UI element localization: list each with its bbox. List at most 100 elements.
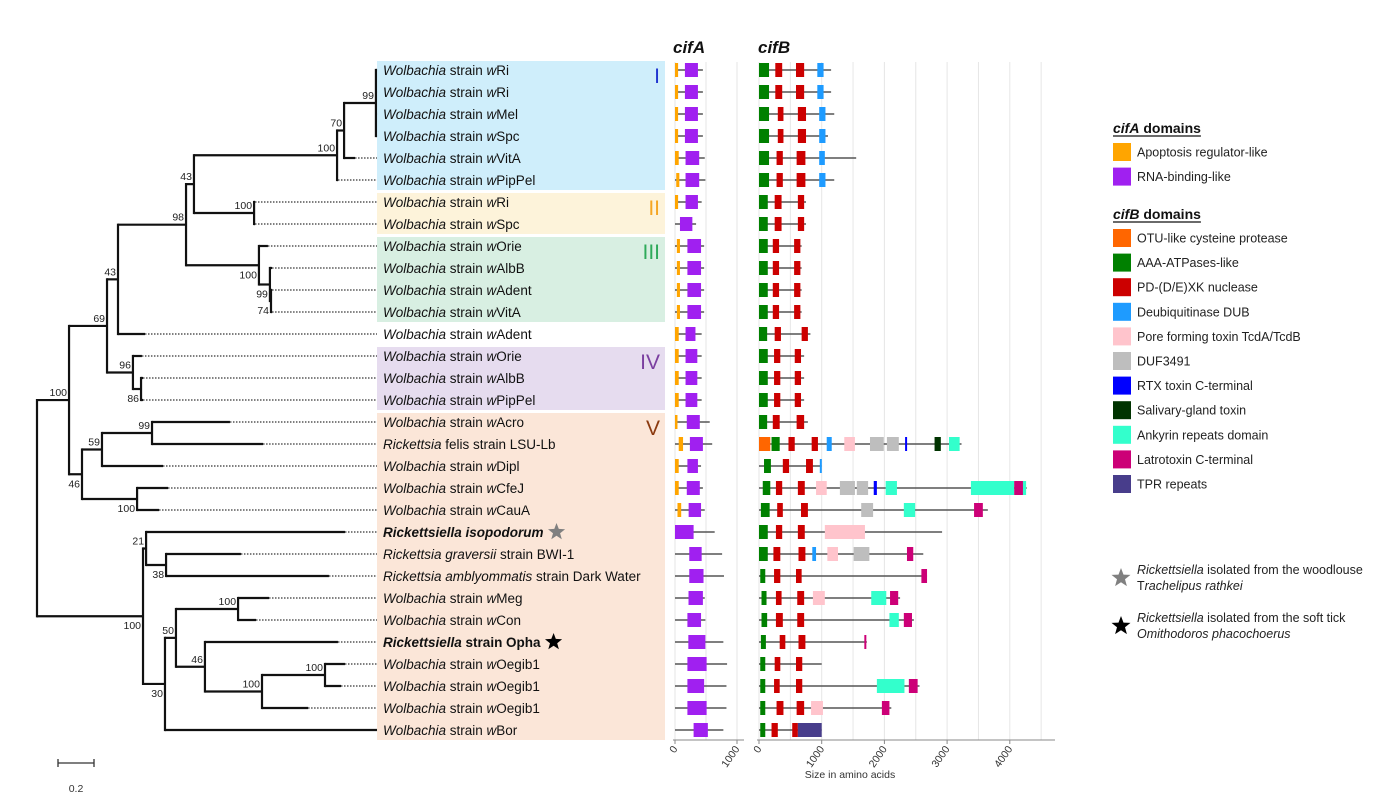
cifA-domain-rb <box>688 503 702 517</box>
domain-row <box>675 459 822 473</box>
text-part: Wolbachia <box>383 723 447 738</box>
cifB-domain-pdd <box>798 635 806 649</box>
cifB-domain-pdd <box>794 283 801 297</box>
bootstrap-support: 100 <box>239 269 257 281</box>
taxon-label: Wolbachia strain wOrie <box>383 349 522 364</box>
text-part: strain BWI-1 <box>496 547 574 562</box>
text-part: w <box>487 283 498 298</box>
text-part: AlbB <box>496 261 525 276</box>
cifB-domain-aaa <box>759 261 768 275</box>
text-part: w <box>487 503 498 518</box>
cifB-domain-dub <box>812 547 817 561</box>
text-part: w <box>487 305 498 320</box>
text-part: w <box>487 261 498 276</box>
taxon-label: Wolbachia strain wRi <box>383 85 509 100</box>
text-part: strain <box>446 63 487 78</box>
cifB-domain-pdd <box>796 173 806 187</box>
domain-row <box>675 679 920 693</box>
taxon-label: Rickettsiella isopodorum <box>383 525 544 540</box>
cifA-domain-rb <box>675 525 694 539</box>
cifB-domain-dub <box>819 129 826 143</box>
text-part: Con <box>496 613 521 628</box>
taxon-label: Wolbachia strain wAdent <box>383 283 532 298</box>
text-part: Rickettsia graversii <box>383 547 497 562</box>
text-part: Wolbachia <box>383 107 447 122</box>
text-part: Wolbachia <box>383 591 447 606</box>
cifA-domain-ap <box>676 283 680 297</box>
cifA-domain-rb <box>687 459 698 473</box>
cifA-domain-rb <box>687 679 705 693</box>
cifB-domain-pdd <box>794 393 802 407</box>
cifA-domain-ap <box>676 305 680 319</box>
taxon-label: Rickettsia graversii strain BWI-1 <box>383 547 574 562</box>
cifB-domain-ank <box>889 613 899 627</box>
text-part: strain <box>446 371 487 386</box>
cifA-domain-rb <box>688 635 706 649</box>
text-part: Rickettsiella isopodorum <box>383 525 544 540</box>
text-part: Wolbachia <box>383 239 447 254</box>
cifB-domain-ank <box>871 591 887 605</box>
bootstrap-support: 59 <box>88 437 100 449</box>
legend-item-label: RNA-binding-like <box>1137 170 1231 184</box>
text-part: strain <box>446 459 487 474</box>
cifB-domain-ank <box>876 679 905 693</box>
cifB-domain-pdd <box>794 261 801 275</box>
phylogenetic-tree: 99 70 100 100 43 74 99 100 98 43 86 96 69 99 59 100 46 10… <box>35 68 378 732</box>
cifB-domain-pdd <box>788 437 795 451</box>
cifB-domain-pdd <box>796 151 806 165</box>
cifB-domain-pdd <box>797 613 805 627</box>
text-part: AlbB <box>496 371 525 386</box>
cifB-domain-pdd <box>794 349 802 363</box>
cifB-domain-aaa <box>759 415 768 429</box>
cifA-domain-rb <box>687 239 702 253</box>
cifB-domain-pdd <box>772 239 780 253</box>
size-gridlines <box>674 62 1042 740</box>
cifB-domain-pdd <box>798 547 806 561</box>
text-part: strain <box>446 107 487 122</box>
legend-note-line: Trachelipus rathkei <box>1137 579 1244 593</box>
bootstrap-support: 100 <box>219 596 237 608</box>
text-part: w <box>487 85 498 100</box>
text-part: Wolbachia <box>383 503 447 518</box>
cifB-domain-dub <box>817 63 824 77</box>
legend-item-label: PD-(D/E)XK nuclease <box>1137 281 1258 295</box>
text-part: Wolbachia <box>383 63 447 78</box>
cifB-domain-pdd <box>777 503 783 517</box>
text-part: strain <box>446 173 487 188</box>
text-part: Spc <box>496 129 520 144</box>
cifB-domain-pdd <box>801 327 808 341</box>
domain-row <box>675 503 988 517</box>
bootstrap-support: 100 <box>318 142 336 154</box>
legend-item-label: AAA-ATPases-like <box>1137 256 1239 270</box>
text-part: Wolbachia <box>383 415 447 430</box>
text-part: strain Dark Water <box>532 569 641 584</box>
text-part: strain <box>446 217 487 232</box>
cifB-domain-pdd <box>774 327 781 341</box>
cifA-domain-rb <box>688 591 703 605</box>
text-part: Wolbachia <box>383 701 447 716</box>
cifB-domain-aaa <box>760 723 766 737</box>
text-part: Ri <box>496 63 509 78</box>
text-part: Wolbachia <box>383 261 447 276</box>
scale-bar-line <box>57 759 95 767</box>
text-part: strain <box>446 657 487 672</box>
cifA-domain-rb <box>687 261 702 275</box>
text-part: strain <box>446 415 487 430</box>
domain-row <box>675 525 943 539</box>
cifB-domain-pdd <box>779 635 786 649</box>
text-part: w <box>487 129 498 144</box>
domain-row <box>675 283 802 297</box>
cifA-domain-ap <box>675 129 679 143</box>
bootstrap-support: 100 <box>118 503 136 515</box>
text-part: isolated from the soft tick <box>1204 611 1346 625</box>
cifB-tick-label: 0 <box>751 744 764 756</box>
taxon-label: Rickettsia felis strain LSU-Lb <box>383 437 556 452</box>
domain-row <box>675 415 808 429</box>
cifB-domain-pdd <box>775 63 783 77</box>
legend-item-label: Apoptosis regulator-like <box>1137 146 1268 160</box>
scale-bar-label: 0.2 <box>69 783 84 795</box>
text-part: w <box>487 393 498 408</box>
bootstrap-support: 86 <box>127 393 139 405</box>
text-part: domains <box>1139 120 1201 136</box>
taxon-label: Wolbachia strain wSpc <box>383 129 520 144</box>
